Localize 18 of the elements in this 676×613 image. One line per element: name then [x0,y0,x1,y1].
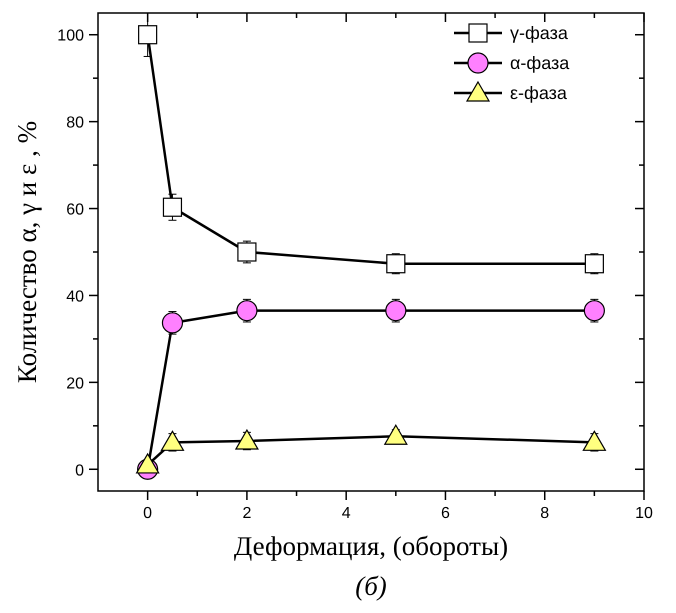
x-tick-label: 8 [540,505,550,522]
y-tick-label: 40 [66,288,84,306]
y-tick-label: 80 [66,114,84,132]
x-tick-label: 4 [342,505,351,522]
x-tick-label: 0 [143,505,152,522]
x-axis-title: Деформация, (обороты) [234,531,508,561]
y-tick-label: 20 [66,375,84,392]
legend-label: α-фаза [510,53,570,73]
x-tick-label: 2 [242,505,252,522]
legend-label: γ-фаза [510,23,569,43]
legend-label: ε-фаза [510,83,568,103]
y-tick-label: 100 [57,28,84,45]
text: (б) [355,571,387,601]
y-tick-label: 60 [66,202,84,219]
x-tick-label: 6 [441,505,450,522]
x-tick-label: 10 [635,505,653,522]
y-axis-title: Количество α, γ и ε , % [12,120,42,384]
y-tick-label: 0 [75,462,84,480]
